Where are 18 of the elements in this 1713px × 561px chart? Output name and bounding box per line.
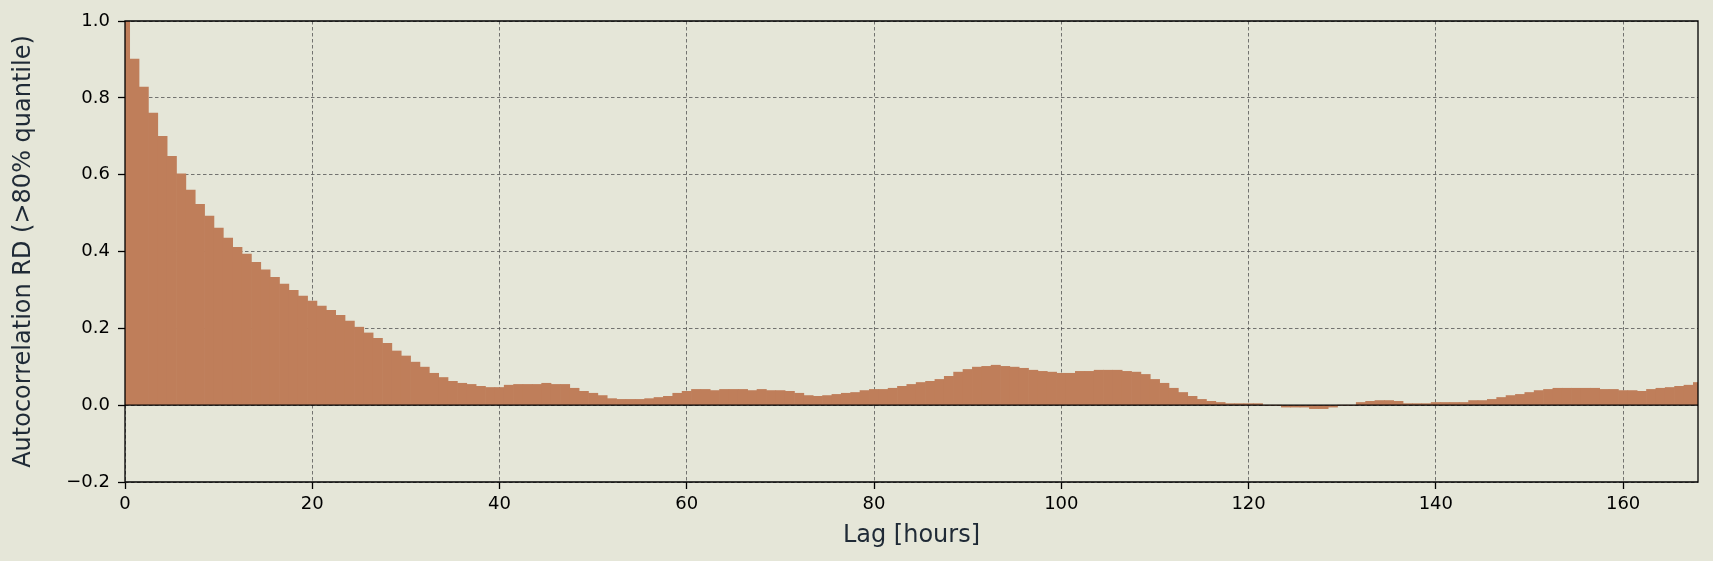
x-tick-label: 20 [300, 492, 324, 514]
x-tick-label: 120 [1231, 492, 1266, 514]
y-tick-label: 0.6 [81, 162, 110, 184]
x-tick-label: 40 [488, 492, 511, 514]
x-tick-label: 80 [862, 492, 886, 514]
y-tick-label: −0.2 [66, 469, 110, 491]
x-tick-label: 0 [119, 492, 131, 514]
y-axis-title: Autocorrelation RD (>80% quantile) [7, 35, 36, 468]
y-tick-label: 1.0 [81, 8, 110, 30]
x-tick-label: 100 [1044, 492, 1079, 514]
x-axis-title: Lag [hours] [842, 519, 981, 548]
x-tick-label: 160 [1605, 492, 1641, 514]
x-tick-label: 140 [1418, 492, 1454, 514]
y-tick-label: 0.2 [81, 316, 110, 338]
y-tick-label: 0.0 [81, 392, 110, 414]
y-tick-label: 0.4 [81, 239, 110, 261]
x-tick-label: 60 [675, 492, 699, 514]
y-tick-label: 0.8 [81, 85, 110, 107]
